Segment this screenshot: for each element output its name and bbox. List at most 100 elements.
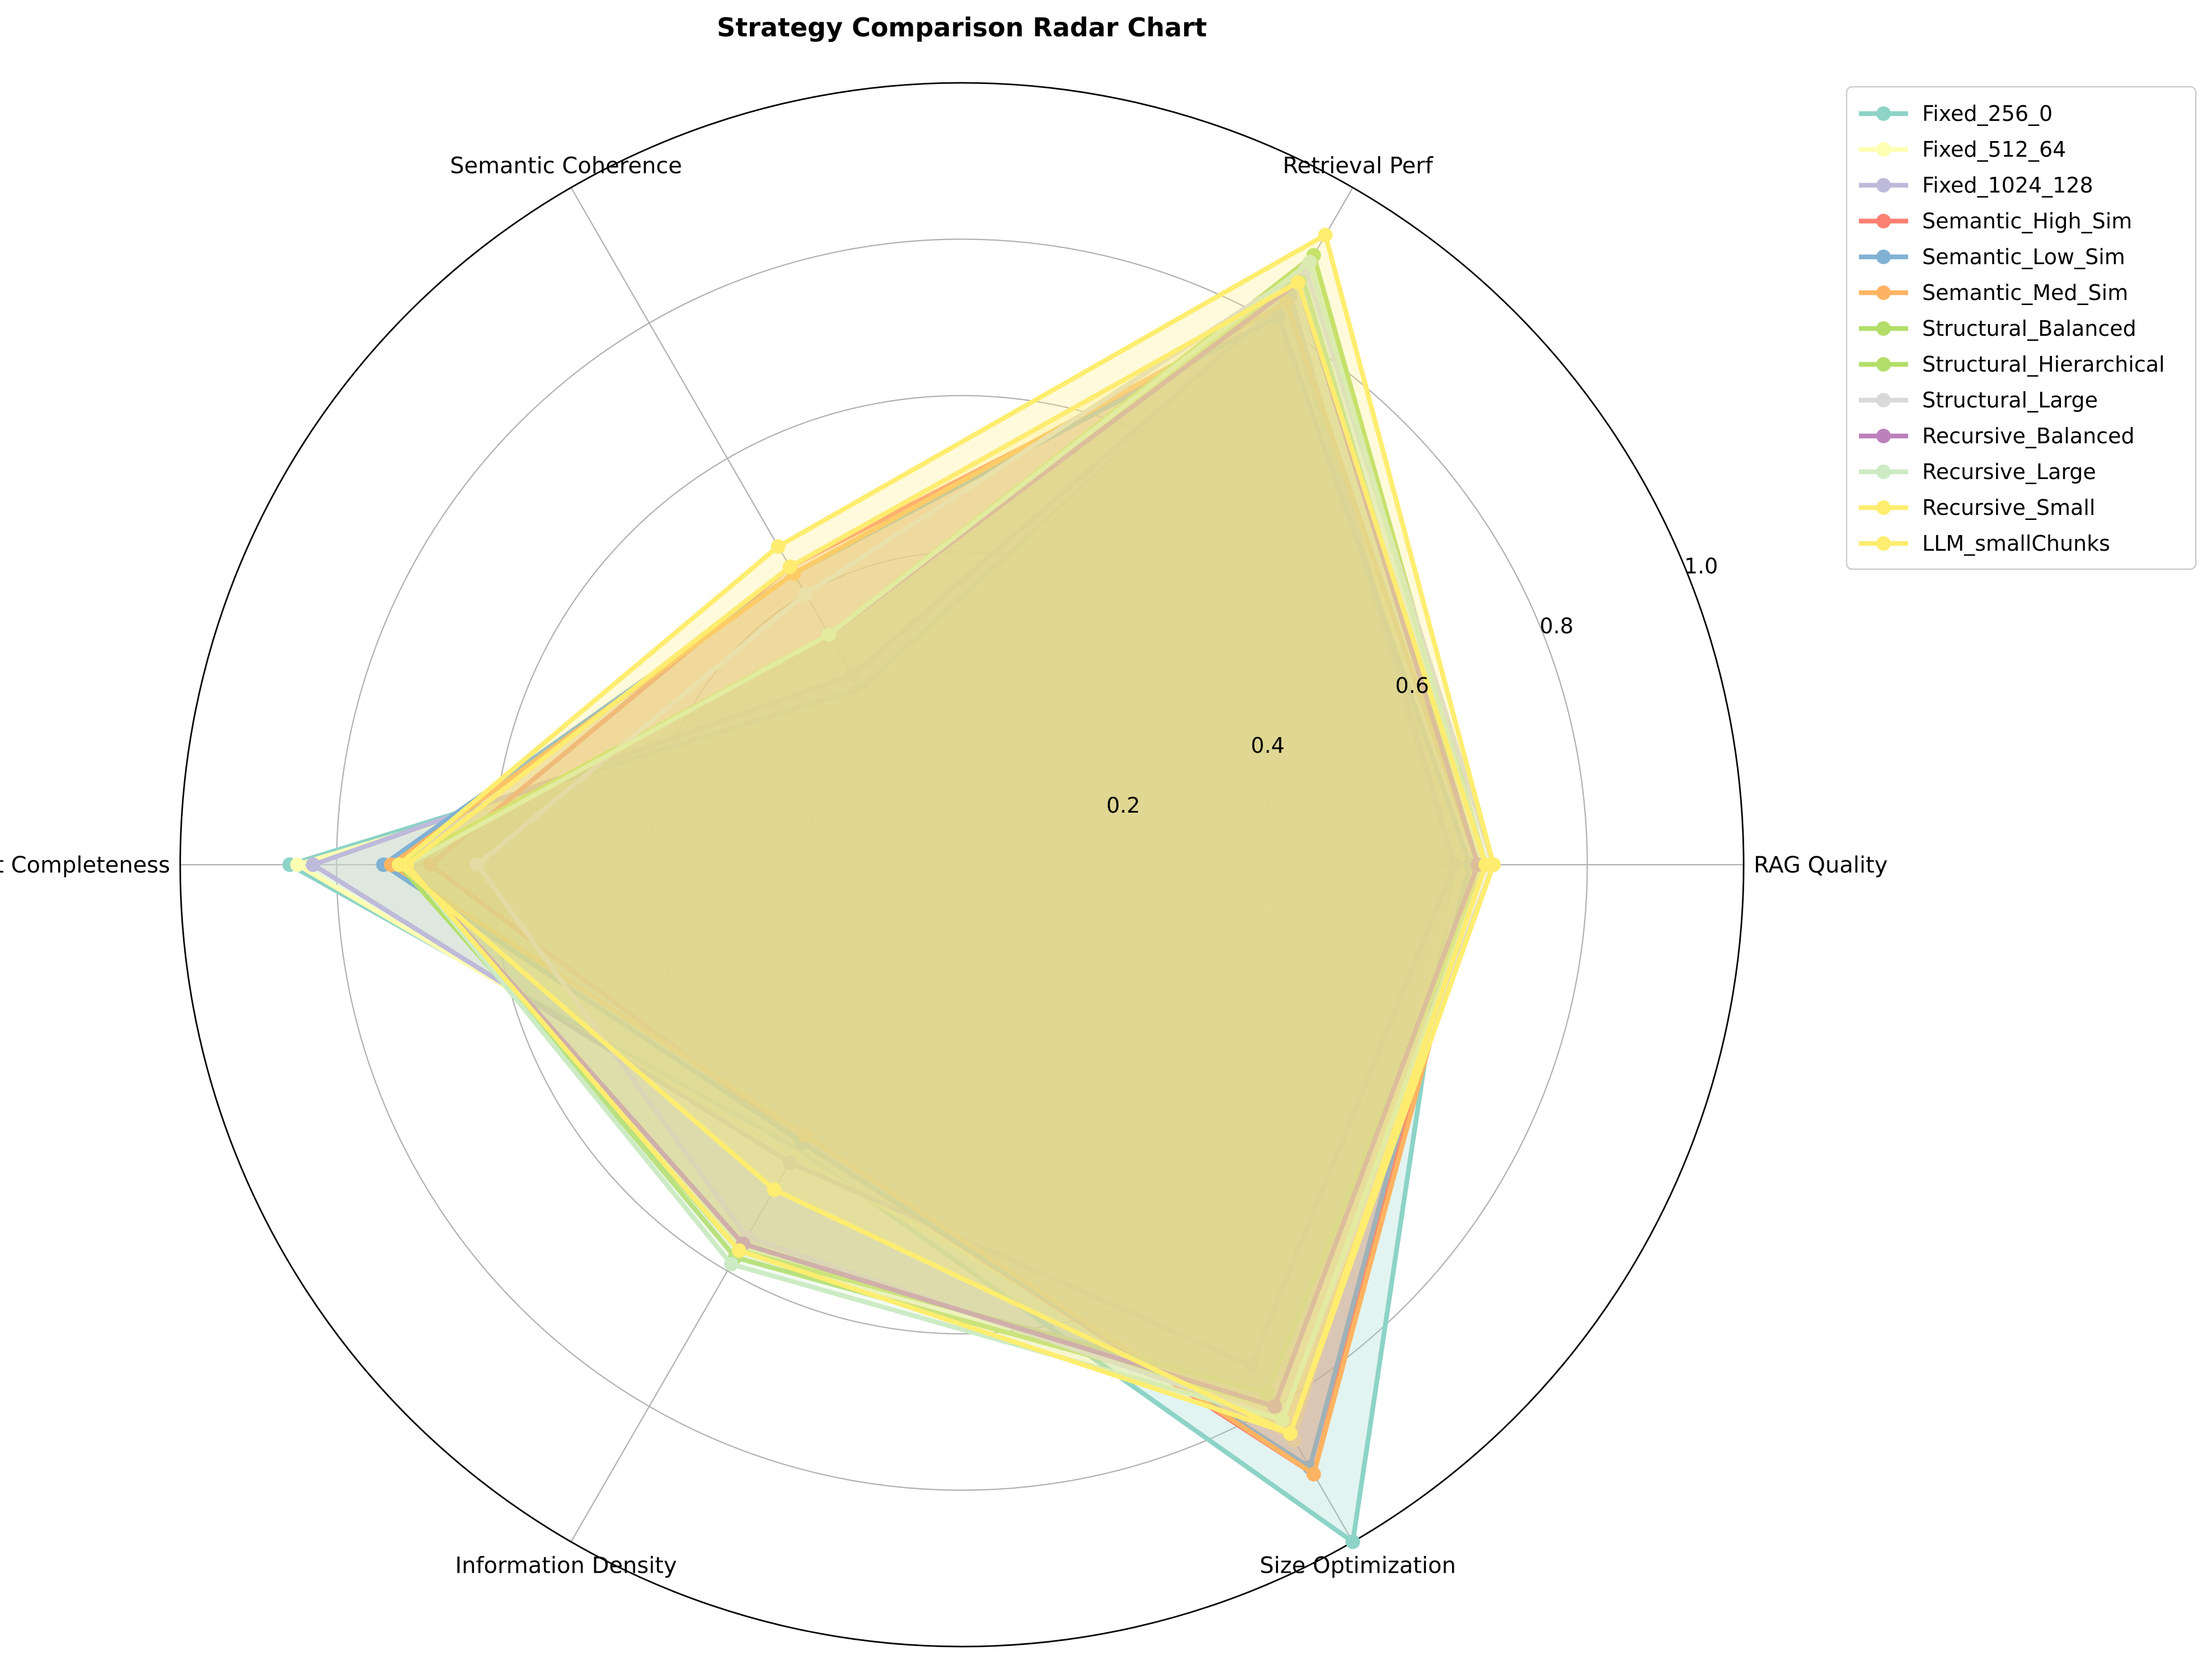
- axis-label-5: Size Optimization: [1260, 1553, 1456, 1578]
- legend-label-12: LLM_smallChunks: [1922, 531, 2110, 556]
- legend-label-8: Structural_Large: [1922, 388, 2098, 412]
- legend-label-1: Fixed_512_64: [1922, 137, 2066, 162]
- series-point-3-3: [423, 857, 438, 872]
- legend-swatch-marker-12: [1876, 536, 1891, 551]
- legend-label-6: Structural_Balanced: [1922, 316, 2136, 341]
- legend-item-12: LLM_smallChunks: [1859, 531, 2110, 556]
- series-point-12-4: [767, 1182, 782, 1197]
- series-fill-11: [407, 282, 1486, 1434]
- legend-item-5: Semantic_Med_Sim: [1859, 280, 2128, 305]
- series-fill-1: [297, 296, 1463, 1441]
- series-point-1-2: [857, 688, 872, 703]
- axis-label-4: Information Density: [455, 1553, 677, 1578]
- legend-label-3: Semantic_High_Sim: [1922, 209, 2132, 233]
- legend-label-2: Fixed_1024_128: [1922, 173, 2093, 198]
- legend-label-10: Recursive_Large: [1922, 459, 2096, 484]
- legend-swatch-marker-2: [1876, 178, 1891, 193]
- series-point-0-5: [1345, 1534, 1360, 1549]
- series-point-1-3: [290, 857, 305, 872]
- tick-label-2: 0.6: [1395, 673, 1429, 698]
- series-point-12-5: [1283, 1426, 1298, 1441]
- legend-item-1: Fixed_512_64: [1859, 137, 2066, 162]
- legend-item-3: Semantic_High_Sim: [1859, 209, 2132, 233]
- series-fill-0: [289, 302, 1455, 1542]
- series-fill-3: [430, 316, 1471, 1474]
- series-point-8-2: [798, 587, 813, 602]
- legend-label-0: Fixed_256_0: [1922, 101, 2053, 126]
- series-point-8-3: [469, 857, 485, 872]
- series-5: [384, 295, 1485, 1481]
- series-fill-9: [407, 282, 1478, 1406]
- chart-title: Strategy Comparison Radar Chart: [717, 12, 1207, 43]
- legend-item-6: Structural_Balanced: [1859, 316, 2136, 341]
- series-point-11-4: [731, 1243, 746, 1258]
- tick-label-4: 1.0: [1684, 554, 1718, 578]
- series-point-2-0: [1447, 857, 1462, 872]
- tick-label-0: 0.2: [1106, 793, 1140, 818]
- legend-swatch-marker-4: [1876, 250, 1891, 264]
- series-point-12-2: [771, 539, 786, 554]
- legend-label-7: Structural_Hierarchical: [1922, 352, 2165, 377]
- series-fill-6: [399, 255, 1486, 1393]
- legend-swatch-marker-11: [1876, 500, 1891, 515]
- series-fill-10: [407, 262, 1486, 1420]
- legend-item-4: Semantic_Low_Sim: [1859, 245, 2125, 269]
- axis-label-2: Semantic Coherence: [450, 153, 682, 179]
- series-point-5-4: [798, 1128, 813, 1143]
- series-fill-5: [391, 302, 1478, 1474]
- tick-label-3: 0.8: [1540, 613, 1574, 638]
- series-2: [306, 288, 1462, 1373]
- series-fill-4: [383, 316, 1471, 1467]
- series-fill-2: [313, 296, 1455, 1366]
- series-point-10-5: [1275, 1413, 1290, 1428]
- legend-swatch-marker-0: [1876, 106, 1891, 121]
- polar-frame: [179, 82, 1745, 1648]
- series-point-10-2: [821, 627, 837, 642]
- series-point-4-1: [1271, 309, 1286, 323]
- legend-item-8: Structural_Large: [1859, 388, 2098, 412]
- series-fill-7: [407, 275, 1478, 1406]
- legend-swatch-marker-8: [1876, 393, 1891, 407]
- axis-label-0: RAG Quality: [1754, 852, 1887, 878]
- series-12: [392, 227, 1501, 1441]
- series-point-9-5: [1267, 1399, 1282, 1414]
- legend-swatch-marker-1: [1876, 142, 1891, 157]
- spoke-4: [570, 864, 962, 1542]
- legend-label-9: Recursive_Balanced: [1922, 424, 2135, 448]
- series-point-2-4: [782, 1155, 797, 1170]
- tick-label-1: 0.4: [1251, 733, 1284, 758]
- series-point-11-2: [782, 559, 797, 574]
- series-layer: [282, 227, 1501, 1549]
- series-point-10-4: [724, 1256, 739, 1272]
- legend-label-5: Semantic_Med_Sim: [1922, 280, 2128, 305]
- legend-item-2: Fixed_1024_128: [1859, 173, 2093, 198]
- series-point-5-5: [1306, 1466, 1321, 1481]
- series-point-10-1: [1302, 255, 1317, 270]
- legend-item-10: Recursive_Large: [1859, 459, 2096, 484]
- legend-swatch-marker-3: [1876, 214, 1891, 228]
- legend-frame: [1845, 86, 2197, 570]
- series-point-12-1: [1318, 227, 1333, 242]
- series-point-12-3: [392, 857, 407, 872]
- legend-item-9: Recursive_Balanced: [1859, 424, 2135, 448]
- axis-label-3: Context Completeness: [0, 852, 170, 878]
- legend-item-11: Recursive_Small: [1859, 495, 2095, 520]
- series-point-12-0: [1486, 857, 1501, 872]
- legend-swatch-marker-9: [1876, 429, 1891, 443]
- legend-item-7: Structural_Hierarchical: [1859, 352, 2165, 377]
- series-point-2-3: [306, 857, 321, 872]
- axis-label-1: Retrieval Perf: [1283, 153, 1433, 179]
- legend-swatch-marker-10: [1876, 465, 1891, 479]
- series-fill-12: [399, 235, 1494, 1434]
- series-point-2-5: [1243, 1358, 1258, 1373]
- series-point-6-5: [1259, 1385, 1274, 1400]
- legend-label-11: Recursive_Small: [1922, 495, 2095, 520]
- series-point-5-1: [1279, 295, 1294, 310]
- radial-tick-labels: 0.2 0.4 0.6 0.8 1.0: [1106, 554, 1718, 818]
- legend-label-4: Semantic_Low_Sim: [1922, 245, 2125, 269]
- legend-swatch-marker-6: [1876, 321, 1891, 336]
- series-point-11-1: [1290, 275, 1305, 290]
- series-fill-8: [477, 269, 1494, 1420]
- spoke-2: [570, 187, 962, 865]
